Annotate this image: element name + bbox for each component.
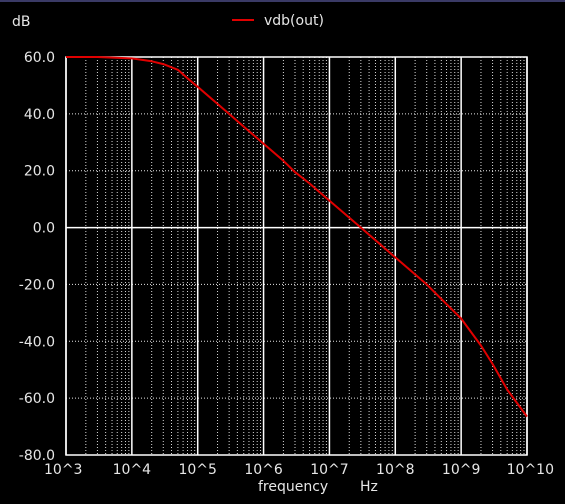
series-line [66, 56, 528, 418]
grid [65, 56, 528, 456]
y-tick-label: 40.0 [24, 107, 55, 123]
x-tick-label: 10^3 [44, 462, 82, 478]
y-axis-label: dB [12, 14, 31, 30]
axes [65, 56, 528, 456]
y-tick-label: 0.0 [33, 221, 55, 237]
x-tick-label: 10^7 [310, 462, 348, 478]
x-tick-label: 10^9 [442, 462, 480, 478]
y-tick-label: 60.0 [24, 50, 55, 66]
x-tick-label: 10^6 [244, 462, 283, 478]
y-tick-label: -60.0 [19, 391, 55, 407]
y-tick-label: -40.0 [19, 334, 55, 350]
legend-label: vdb(out) [264, 13, 324, 29]
x-tick-label: 10^8 [376, 462, 414, 478]
series-lines [66, 56, 528, 418]
tick-labels: 60.0 40.0 20.0 0.0 -20.0 -40.0 -60.0 -80.010^3 1… [19, 50, 554, 478]
x-tick-label: 10^5 [178, 462, 216, 478]
legend: vdb(out) [232, 13, 324, 29]
y-tick-label: 20.0 [24, 164, 55, 180]
plot-frame [65, 56, 528, 456]
y-tick-label: -80.0 [19, 448, 55, 464]
x-axis-unit: Hz [360, 479, 378, 495]
x-axis-label: frequency [258, 479, 328, 495]
y-tick-label: -20.0 [19, 277, 55, 293]
x-tick-label: 10^10 [507, 462, 554, 478]
x-tick-label: 10^4 [113, 462, 152, 478]
